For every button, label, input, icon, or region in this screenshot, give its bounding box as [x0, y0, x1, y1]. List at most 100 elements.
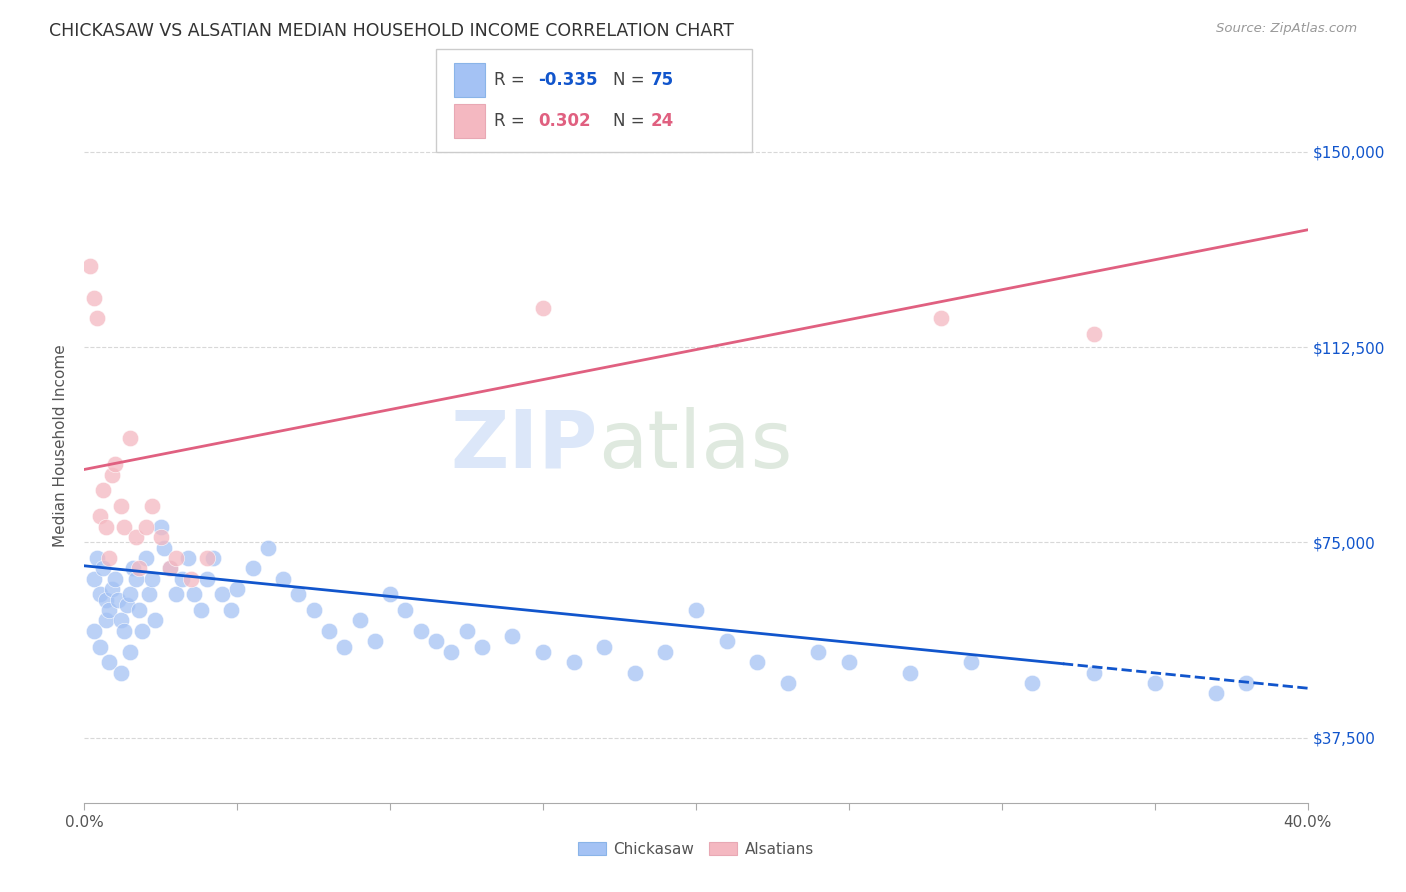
- Text: Source: ZipAtlas.com: Source: ZipAtlas.com: [1216, 22, 1357, 36]
- Point: [110, 499, 132, 513]
- Point: [456, 624, 478, 638]
- Point: [120, 587, 142, 601]
- Point: [190, 603, 212, 617]
- Text: 75: 75: [651, 70, 673, 88]
- Point: [83, 624, 105, 638]
- Point: [195, 551, 218, 566]
- Point: [502, 629, 524, 643]
- Point: [101, 582, 124, 597]
- Point: [110, 665, 132, 680]
- Point: [165, 551, 187, 566]
- Point: [226, 582, 249, 597]
- Point: [562, 655, 585, 669]
- Point: [271, 572, 294, 586]
- Point: [83, 572, 105, 586]
- Point: [97, 551, 120, 566]
- Point: [128, 603, 150, 617]
- Text: atlas: atlas: [598, 407, 793, 485]
- Point: [86, 551, 108, 566]
- Point: [425, 634, 447, 648]
- Point: [89, 640, 111, 654]
- Text: R =: R =: [494, 112, 530, 130]
- Point: [807, 645, 830, 659]
- Point: [1021, 676, 1043, 690]
- Point: [593, 640, 616, 654]
- Point: [153, 541, 176, 555]
- Point: [94, 614, 117, 628]
- Point: [195, 572, 218, 586]
- Point: [302, 603, 325, 617]
- Point: [318, 624, 340, 638]
- Point: [183, 587, 205, 601]
- Point: [1143, 676, 1166, 690]
- Point: [165, 587, 187, 601]
- Point: [180, 572, 202, 586]
- Legend: Chickasaw, Alsatians: Chickasaw, Alsatians: [572, 836, 820, 863]
- Text: 24: 24: [651, 112, 675, 130]
- Point: [89, 509, 111, 524]
- Text: N =: N =: [613, 112, 650, 130]
- Point: [94, 520, 117, 534]
- Point: [128, 561, 150, 575]
- Point: [115, 598, 138, 612]
- Point: [149, 530, 172, 544]
- Text: CHICKASAW VS ALSATIAN MEDIAN HOUSEHOLD INCOME CORRELATION CHART: CHICKASAW VS ALSATIAN MEDIAN HOUSEHOLD I…: [49, 22, 734, 40]
- Point: [242, 561, 264, 575]
- Point: [177, 551, 200, 566]
- Point: [1205, 686, 1227, 700]
- Text: -0.335: -0.335: [538, 70, 598, 88]
- Text: ZIP: ZIP: [451, 407, 598, 485]
- Point: [1083, 326, 1105, 341]
- Point: [125, 530, 148, 544]
- Point: [172, 572, 194, 586]
- Point: [79, 260, 101, 274]
- Text: N =: N =: [613, 70, 650, 88]
- Point: [257, 541, 280, 555]
- Point: [929, 311, 952, 326]
- Point: [97, 603, 120, 617]
- Point: [159, 561, 181, 575]
- Point: [122, 561, 145, 575]
- Point: [138, 587, 160, 601]
- Point: [83, 291, 105, 305]
- Point: [107, 592, 129, 607]
- Point: [143, 614, 166, 628]
- Point: [747, 655, 769, 669]
- Point: [120, 645, 142, 659]
- Point: [1083, 665, 1105, 680]
- Point: [287, 587, 309, 601]
- Point: [349, 614, 371, 628]
- Point: [219, 603, 242, 617]
- Point: [97, 655, 120, 669]
- Point: [91, 483, 114, 498]
- Point: [112, 624, 135, 638]
- Point: [135, 551, 157, 566]
- Point: [135, 520, 157, 534]
- Point: [654, 645, 676, 659]
- Point: [960, 655, 983, 669]
- Point: [531, 301, 554, 315]
- Point: [531, 645, 554, 659]
- Point: [86, 311, 108, 326]
- Point: [716, 634, 738, 648]
- Point: [380, 587, 402, 601]
- Text: 0.302: 0.302: [538, 112, 591, 130]
- Point: [125, 572, 148, 586]
- Point: [159, 561, 181, 575]
- Point: [685, 603, 707, 617]
- Point: [364, 634, 387, 648]
- Point: [131, 624, 153, 638]
- Point: [471, 640, 494, 654]
- Point: [201, 551, 224, 566]
- Point: [333, 640, 356, 654]
- Text: R =: R =: [494, 70, 530, 88]
- Point: [394, 603, 416, 617]
- Point: [440, 645, 463, 659]
- Point: [94, 592, 117, 607]
- Point: [624, 665, 647, 680]
- Point: [211, 587, 233, 601]
- Point: [104, 457, 127, 471]
- Point: [104, 572, 127, 586]
- Point: [838, 655, 860, 669]
- Point: [1236, 676, 1258, 690]
